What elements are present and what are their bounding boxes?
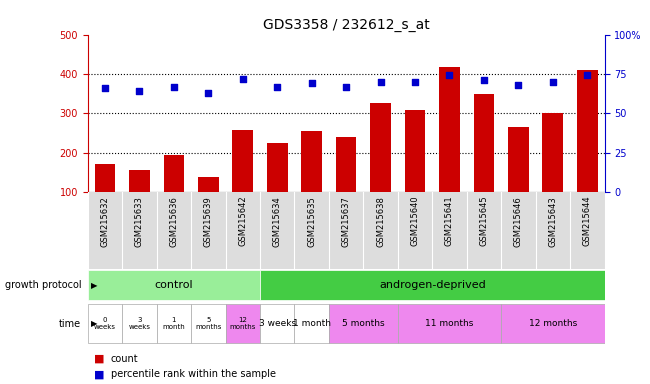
Title: GDS3358 / 232612_s_at: GDS3358 / 232612_s_at bbox=[263, 18, 430, 32]
Bar bbox=[129, 170, 150, 192]
Bar bbox=[329, 304, 398, 343]
Text: GSM215645: GSM215645 bbox=[480, 196, 488, 247]
Bar bbox=[474, 94, 494, 192]
Text: GSM215642: GSM215642 bbox=[239, 196, 247, 247]
Text: GSM215643: GSM215643 bbox=[549, 196, 557, 247]
Text: GSM215636: GSM215636 bbox=[170, 196, 178, 247]
Text: GSM215644: GSM215644 bbox=[583, 196, 592, 247]
Text: androgen-deprived: androgen-deprived bbox=[379, 280, 486, 290]
Text: 0
weeks: 0 weeks bbox=[94, 317, 116, 330]
Bar bbox=[233, 130, 253, 192]
Text: growth protocol: growth protocol bbox=[5, 280, 81, 290]
Bar bbox=[164, 155, 184, 192]
Bar bbox=[88, 304, 122, 343]
Bar bbox=[95, 164, 115, 192]
Bar bbox=[302, 131, 322, 192]
Text: GSM215632: GSM215632 bbox=[101, 196, 109, 247]
Point bbox=[169, 83, 179, 89]
Bar bbox=[577, 70, 597, 192]
Point bbox=[376, 79, 386, 85]
Text: 3
weeks: 3 weeks bbox=[129, 317, 150, 330]
Bar bbox=[191, 304, 226, 343]
Bar bbox=[198, 177, 218, 192]
Bar bbox=[226, 304, 260, 343]
Point bbox=[514, 82, 524, 88]
Bar bbox=[294, 304, 329, 343]
Text: GSM215634: GSM215634 bbox=[273, 196, 281, 247]
Text: 12
months: 12 months bbox=[229, 317, 256, 330]
Bar bbox=[122, 304, 157, 343]
Point bbox=[410, 79, 420, 85]
Point bbox=[307, 80, 317, 86]
Text: ▶: ▶ bbox=[91, 319, 98, 328]
Text: GSM215646: GSM215646 bbox=[514, 196, 523, 247]
Text: 12 months: 12 months bbox=[528, 319, 577, 328]
Text: GSM215641: GSM215641 bbox=[445, 196, 454, 247]
Text: 1
month: 1 month bbox=[162, 317, 185, 330]
Text: ■: ■ bbox=[94, 369, 105, 379]
Bar bbox=[405, 110, 425, 192]
Point bbox=[203, 90, 213, 96]
Bar bbox=[336, 137, 356, 192]
Text: 5 months: 5 months bbox=[342, 319, 385, 328]
Text: time: time bbox=[59, 318, 81, 329]
Text: count: count bbox=[111, 354, 138, 364]
Bar bbox=[398, 304, 501, 343]
Text: ▶: ▶ bbox=[91, 281, 98, 290]
Bar bbox=[88, 270, 260, 300]
Point bbox=[135, 88, 145, 94]
Bar bbox=[439, 67, 460, 192]
Text: 11 months: 11 months bbox=[425, 319, 474, 328]
Point bbox=[100, 85, 110, 91]
Bar bbox=[501, 304, 604, 343]
Text: 5
months: 5 months bbox=[195, 317, 222, 330]
Text: GSM215633: GSM215633 bbox=[135, 196, 144, 247]
Point bbox=[445, 73, 455, 79]
Bar bbox=[260, 270, 604, 300]
Point bbox=[238, 76, 248, 82]
Text: GSM215635: GSM215635 bbox=[307, 196, 316, 247]
Text: GSM215638: GSM215638 bbox=[376, 196, 385, 247]
Text: percentile rank within the sample: percentile rank within the sample bbox=[111, 369, 276, 379]
Text: control: control bbox=[155, 280, 193, 290]
Bar bbox=[370, 103, 391, 192]
Point bbox=[582, 73, 593, 79]
Text: GSM215640: GSM215640 bbox=[411, 196, 419, 247]
Point bbox=[272, 83, 283, 89]
Bar bbox=[260, 304, 294, 343]
Bar bbox=[543, 113, 563, 192]
Text: 1 month: 1 month bbox=[292, 319, 331, 328]
Point bbox=[341, 83, 351, 89]
Text: GSM215637: GSM215637 bbox=[342, 196, 350, 247]
Point bbox=[478, 77, 489, 83]
Point bbox=[547, 79, 558, 85]
Text: 3 weeks: 3 weeks bbox=[259, 319, 296, 328]
Bar bbox=[267, 143, 287, 192]
Text: ■: ■ bbox=[94, 354, 105, 364]
Bar bbox=[508, 127, 528, 192]
Bar bbox=[157, 304, 191, 343]
Text: GSM215639: GSM215639 bbox=[204, 196, 213, 247]
